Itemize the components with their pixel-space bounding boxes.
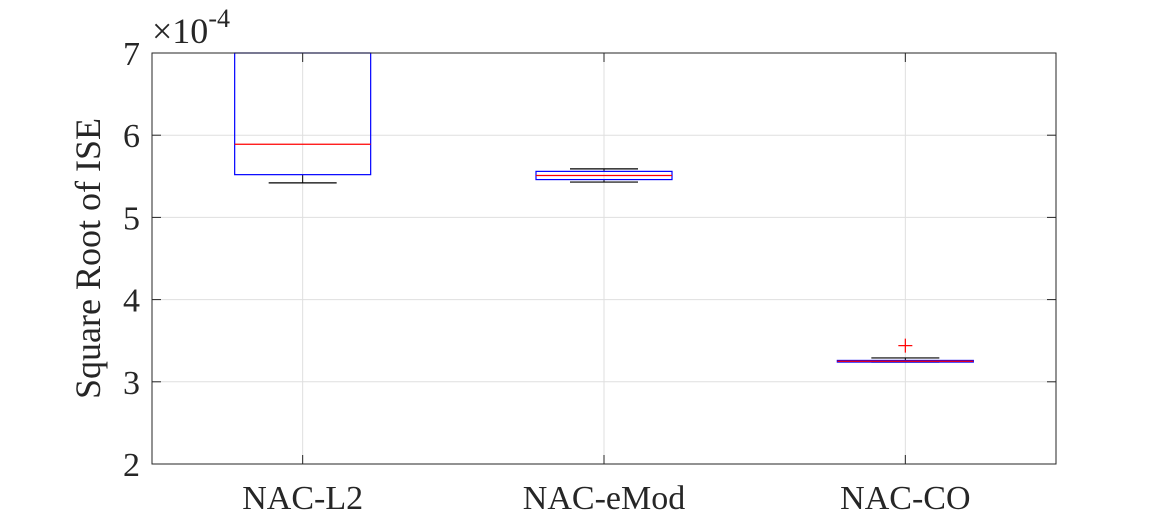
x-tick-label: NAC-eMod	[523, 480, 685, 517]
y-axis-exponent: ×10-4	[152, 4, 230, 51]
axis-labels: 2 3 4 5 6 7 NAC-L2 NAC-eMod NAC-CO	[123, 36, 971, 517]
y-tick-label: 7	[123, 36, 140, 73]
x-tick-label: NAC-CO	[840, 480, 970, 517]
x-tick-label: NAC-L2	[242, 480, 363, 517]
y-tick-label: 2	[123, 447, 140, 484]
axis-ticks	[152, 52, 1056, 465]
y-tick-label: 5	[123, 200, 140, 237]
y-axis-exponent-base: ×10	[152, 11, 208, 51]
outlier-marker	[898, 338, 913, 353]
y-axis-exponent-power: -4	[208, 4, 230, 33]
y-tick-label: 3	[123, 365, 140, 402]
box-nac-emod	[535, 168, 673, 183]
y-tick-label: 4	[123, 283, 140, 320]
y-tick-label: 6	[123, 118, 140, 155]
y-axis-label: Square Root of ISE	[68, 118, 108, 399]
box-plots	[234, 52, 974, 363]
grid-lines	[152, 52, 1056, 465]
box-nac-co	[836, 338, 974, 363]
